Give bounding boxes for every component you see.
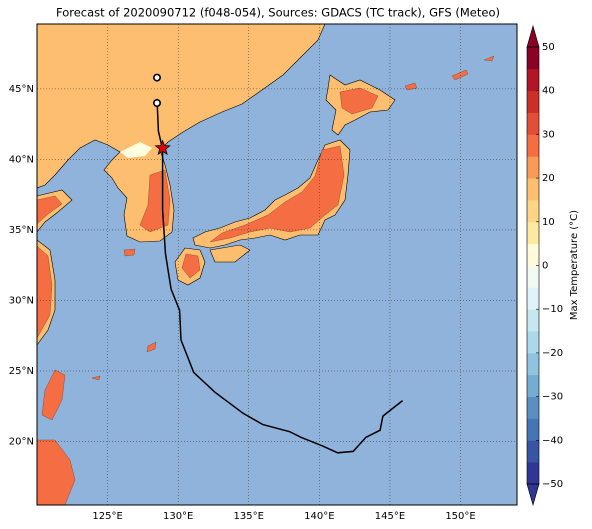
colorbar-tick-label: 30 <box>542 129 555 140</box>
colorbar-tick-label: 0 <box>542 261 548 272</box>
x-tick-label: 135°E <box>234 511 264 522</box>
y-tick-label: 25°N <box>9 366 34 377</box>
circle-marker <box>153 98 162 107</box>
x-tick-label: 140°E <box>304 511 334 522</box>
colorbar-tick-label: 50 <box>542 42 555 53</box>
colorbar-swatch <box>527 352 539 376</box>
track-line <box>156 98 404 454</box>
x-tick-label: 125°E <box>92 511 122 522</box>
colorbar-swatch <box>527 396 539 419</box>
colorbar-tick-label: 20 <box>542 173 555 184</box>
y-tick-label: 45°N <box>9 84 34 95</box>
x-tick-label: 145°E <box>375 511 405 522</box>
hokkaido-warm <box>339 87 379 115</box>
colorbar-swatch <box>527 462 539 485</box>
y-tick-label: 20°N <box>9 437 34 448</box>
china-coast-warm <box>37 245 53 339</box>
colorbar-tick-label: −30 <box>542 392 563 403</box>
colorbar-swatch <box>527 199 539 223</box>
colorbar-swatch <box>527 156 539 179</box>
x-tick-label: 150°E <box>445 511 475 522</box>
colorbar-tick-label: −50 <box>542 479 563 490</box>
shikoku <box>209 244 251 263</box>
map-frame <box>36 23 518 506</box>
honshu-warm <box>209 145 345 243</box>
y-tick-label: 35°N <box>9 225 34 236</box>
colorbar-swatch <box>527 90 539 113</box>
colorbar-extend <box>526 483 540 507</box>
circle-marker <box>153 73 162 82</box>
ryukyu <box>91 341 157 381</box>
colorbar-swatch <box>527 134 539 157</box>
land <box>37 24 495 505</box>
colorbar-tick-label: −40 <box>542 435 563 446</box>
kyushu-warm <box>181 253 201 279</box>
colorbar-swatch <box>527 265 539 288</box>
colorbar-tick-label: −20 <box>542 348 563 359</box>
y-tick-label: 30°N <box>9 295 34 306</box>
colorbar-swatch <box>527 68 539 92</box>
grid <box>37 24 517 505</box>
colorbar-tick-label: −10 <box>542 304 563 315</box>
colorbar-swatch <box>527 112 539 135</box>
colorbar-swatch <box>527 418 539 441</box>
colorbar-swatch <box>527 440 539 463</box>
colorbar-tick-label: 10 <box>542 217 555 228</box>
y-tick-label: 40°N <box>9 154 34 165</box>
colorbar-swatch <box>527 178 539 201</box>
colorbar: −50 −40 −30 −20 −10 0 10 20 30 40 50 <box>526 24 563 507</box>
cool-patch <box>120 142 152 158</box>
jeju <box>123 248 136 257</box>
colorbar-swatch <box>527 287 539 310</box>
colorbar-swatch <box>527 47 539 70</box>
colorbar-tick-label: 40 <box>542 86 555 97</box>
colorbar-label: Max Temperature (°C) <box>569 210 580 320</box>
colorbar-swatch <box>527 221 539 245</box>
x-tick-label: 130°E <box>163 511 193 522</box>
colorbar-swatch <box>527 243 539 266</box>
colorbar-swatch <box>527 309 539 332</box>
colorbar-swatch <box>527 331 539 354</box>
southeast-china <box>37 439 76 505</box>
taiwan <box>41 369 66 421</box>
chart-title: Forecast of 2020090712 (f048-054), Sourc… <box>56 6 500 20</box>
track <box>153 73 404 454</box>
shandong-warm <box>37 195 63 225</box>
colorbar-swatch <box>527 374 539 397</box>
mainland <box>37 24 326 243</box>
colorbar-extend <box>526 24 540 48</box>
star-marker <box>154 139 171 156</box>
